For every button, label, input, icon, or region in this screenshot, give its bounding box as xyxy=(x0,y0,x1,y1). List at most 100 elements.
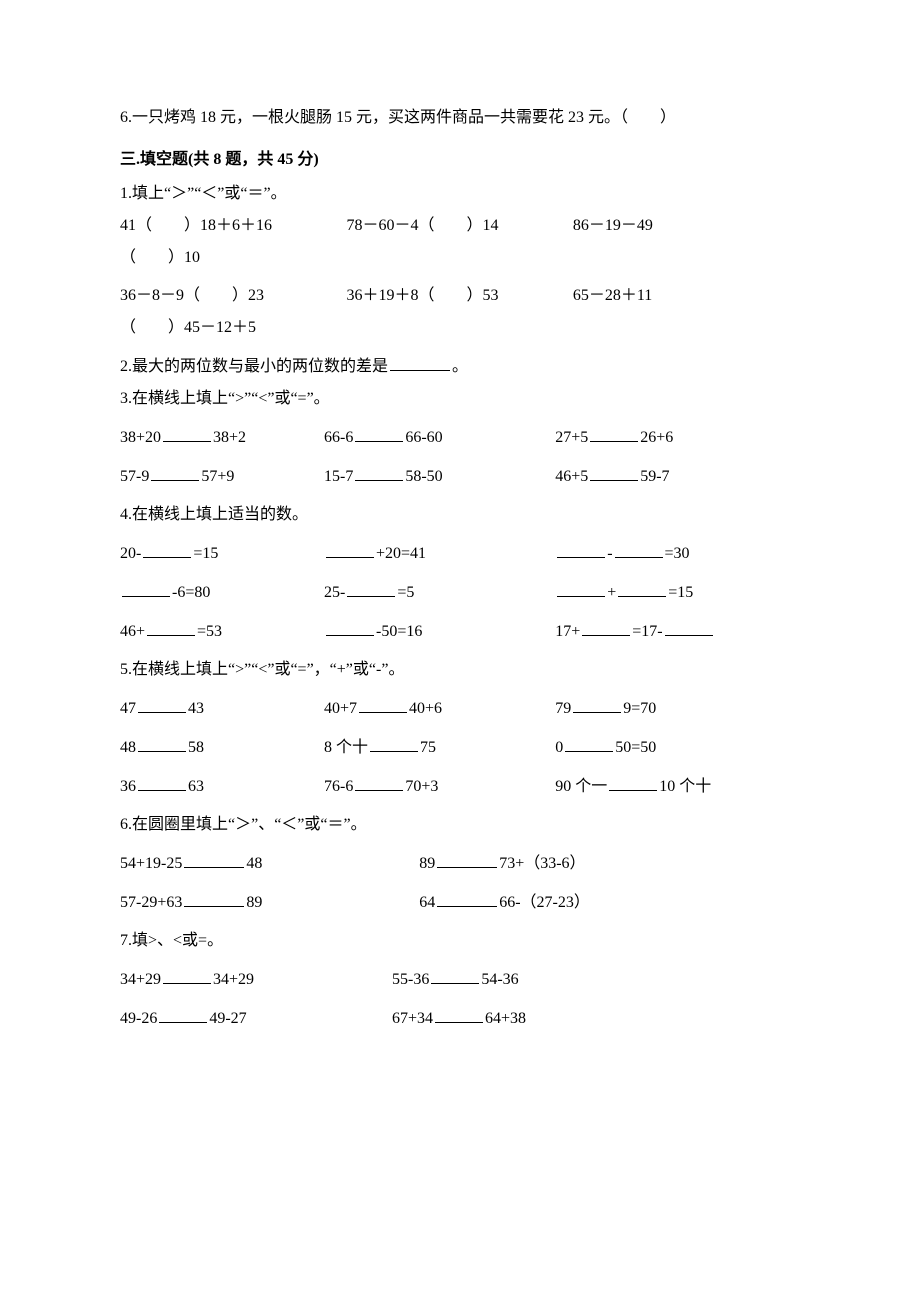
blank xyxy=(590,464,638,481)
t: =15 xyxy=(668,584,693,601)
blank xyxy=(665,619,713,636)
s3-q4-r1-b: +20=41 xyxy=(324,541,555,566)
s3-q5-r3-b: 76-670+3 xyxy=(324,774,555,799)
t: 64 xyxy=(419,894,435,911)
blank xyxy=(370,735,418,752)
blank xyxy=(138,696,186,713)
t: 66-60 xyxy=(405,429,442,446)
t: 57-9 xyxy=(120,468,149,485)
blank xyxy=(138,735,186,752)
blank xyxy=(582,619,630,636)
blank xyxy=(431,967,479,984)
blank xyxy=(437,890,497,907)
s3-q6-r1-a: 54+19-25 48 xyxy=(120,851,419,876)
t: 34+29 xyxy=(120,971,161,988)
s3-q7-row2: 49-2649-27 67+34 64+38 xyxy=(120,1006,800,1031)
blank xyxy=(184,851,244,868)
s3-q3-r1-a: 38+20 38+2 xyxy=(120,425,324,450)
s3-q7-r2-a: 49-2649-27 xyxy=(120,1006,392,1031)
s3-q6-r2-a: 57-29+6389 xyxy=(120,890,419,915)
s3-q4-prompt: 4.在横线上填上适当的数。 xyxy=(120,503,800,527)
t: 67+34 xyxy=(392,1010,433,1027)
s3-q4-r2-c: + =15 xyxy=(555,580,800,605)
s3-q6-r1-b: 8973+（33-6） xyxy=(419,851,800,876)
s3-q1-r2-b: 36＋19＋8（ ）53 xyxy=(346,284,572,308)
s3-q1-row2: 36－8－9（ ）23 36＋19＋8（ ）53 65－28＋11 xyxy=(120,284,800,308)
t: 75 xyxy=(420,739,436,756)
t: -6=80 xyxy=(172,584,210,601)
s3-q5-r2-a: 4858 xyxy=(120,735,324,760)
s3-q5-r3-a: 3663 xyxy=(120,774,324,799)
s3-q1-r2-cwrap: （ ）45－12＋5 xyxy=(120,316,800,340)
t: 8 个十 xyxy=(324,739,368,756)
t: 64+38 xyxy=(485,1010,526,1027)
s3-q4-row1: 20-=15 +20=41 -=30 xyxy=(120,541,800,566)
s3-q3-r2-c: 46+559-7 xyxy=(555,464,800,489)
s3-q6-r2-b: 64 66-（27-23） xyxy=(419,890,800,915)
t: 89 xyxy=(419,855,435,872)
s3-q6-row2: 57-29+6389 64 66-（27-23） xyxy=(120,890,800,915)
s3-q4-r3-b: -50=16 xyxy=(324,619,555,644)
s3-q4-r1-a: 20-=15 xyxy=(120,541,324,566)
t: 9=70 xyxy=(623,700,656,717)
blank xyxy=(143,541,191,558)
s3-q3-r2-a: 57-957+9 xyxy=(120,464,324,489)
t: 54-36 xyxy=(481,971,518,988)
t: 38+20 xyxy=(120,429,161,446)
worksheet-page: 6.一只烤鸡 18 元，一根火腿肠 15 元，买这两件商品一共需要花 23 元。… xyxy=(0,0,920,1302)
s3-q5-prompt: 5.在横线上填上“>”“<”或“=”，“+”或“-”。 xyxy=(120,658,800,682)
blank xyxy=(437,851,497,868)
t: 15-7 xyxy=(324,468,353,485)
s3-q3-r1-b: 66-666-60 xyxy=(324,425,555,450)
s3-q1-prompt: 1.填上“＞”“＜”或“＝”。 xyxy=(120,182,800,206)
blank xyxy=(163,967,211,984)
blank xyxy=(159,1006,207,1023)
s3-q3-prompt: 3.在横线上填上“>”“<”或“=”。 xyxy=(120,387,800,411)
t: 50=50 xyxy=(615,739,656,756)
blank xyxy=(557,541,605,558)
q6-text: 6.一只烤鸡 18 元，一根火腿肠 15 元，买这两件商品一共需要花 23 元。… xyxy=(120,109,676,126)
t: 20- xyxy=(120,545,141,562)
s3-q7-r1-a: 34+29 34+29 xyxy=(120,967,392,992)
blank xyxy=(565,735,613,752)
blank xyxy=(347,580,395,597)
s3-q2-prefix: 2.最大的两位数与最小的两位数的差是 xyxy=(120,358,388,375)
t: - xyxy=(607,545,612,562)
t: 47 xyxy=(120,700,136,717)
s3-q4-r3-c: 17+ =17- xyxy=(555,619,800,644)
blank xyxy=(590,425,638,442)
t: 48 xyxy=(246,855,262,872)
t: 66-（27-23） xyxy=(499,894,590,911)
t: 36 xyxy=(120,778,136,795)
t: 79 xyxy=(555,700,571,717)
t: 17+ xyxy=(555,623,580,640)
t: =17- xyxy=(632,623,662,640)
t: 54+19-25 xyxy=(120,855,182,872)
s3-q4-r2-a: -6=80 xyxy=(120,580,324,605)
blank xyxy=(618,580,666,597)
t: 27+5 xyxy=(555,429,588,446)
s3-q5-r2-b: 8 个十 75 xyxy=(324,735,555,760)
blank xyxy=(355,425,403,442)
t: 76-6 xyxy=(324,778,353,795)
s3-q7-r2-b: 67+34 64+38 xyxy=(392,1006,800,1031)
t: +20=41 xyxy=(376,545,426,562)
s3-q4-row2: -6=80 25-=5 +=15 xyxy=(120,580,800,605)
t: 59-7 xyxy=(640,468,669,485)
s3-q5-row2: 4858 8 个十75 050=50 xyxy=(120,735,800,760)
t: 34+29 xyxy=(213,971,254,988)
s3-q3-r2-b: 15-758-50 xyxy=(324,464,555,489)
t: + xyxy=(607,584,616,601)
t: 38+2 xyxy=(213,429,246,446)
blank xyxy=(147,619,195,636)
blank xyxy=(359,696,407,713)
s3-q1-r2-c: 65－28＋11 xyxy=(573,284,799,308)
blank xyxy=(163,425,211,442)
s3-q5-row3: 3663 76-670+3 90 个一10 个十 xyxy=(120,774,800,799)
t: =53 xyxy=(197,623,222,640)
s3-q4-r3-a: 46+=53 xyxy=(120,619,324,644)
t: =5 xyxy=(397,584,414,601)
s3-q4-row3: 46+=53 -50=16 17+ =17- xyxy=(120,619,800,644)
blank xyxy=(557,580,605,597)
t: 43 xyxy=(188,700,204,717)
